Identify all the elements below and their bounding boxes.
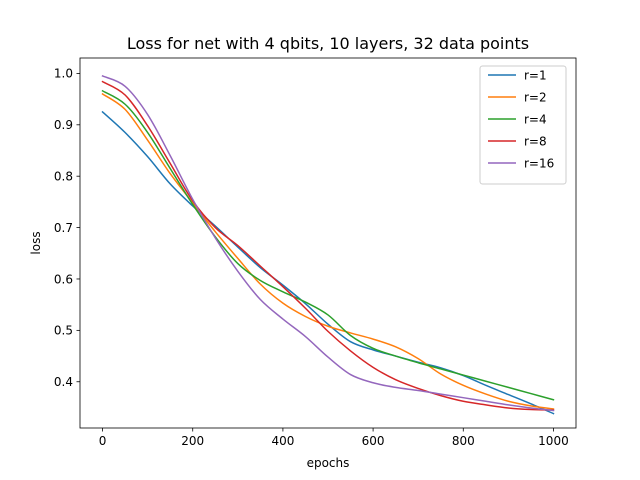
x-tick-label: 1000 bbox=[538, 434, 569, 448]
legend-entry-label: r=4 bbox=[524, 112, 547, 126]
ticks-layer: 0 200 400 600 800 1000 0.4 0.5 0.6 0.7 0.8 0.9 1.0 bbox=[54, 67, 569, 448]
series-layer bbox=[101, 74, 555, 415]
x-tick-label: 400 bbox=[271, 434, 294, 448]
legend-box bbox=[479, 65, 567, 185]
x-axis-label: epochs bbox=[307, 456, 350, 470]
series-line-r-2 bbox=[101, 92, 555, 410]
y-tick-label: 0.9 bbox=[54, 118, 73, 132]
y-tick-label: 0.4 bbox=[54, 375, 73, 389]
x-tick-label: 0 bbox=[99, 434, 107, 448]
legend-entry-label: r=16 bbox=[524, 156, 554, 170]
x-tick-label: 600 bbox=[362, 434, 385, 448]
legend-entry-label: r=1 bbox=[524, 68, 547, 82]
series-line-r-16 bbox=[101, 74, 555, 412]
y-tick-label: 0.5 bbox=[54, 324, 73, 338]
axes-frame bbox=[79, 57, 577, 429]
y-axis-label: loss bbox=[29, 231, 43, 254]
y-tick-label: 1.0 bbox=[54, 67, 73, 81]
legend: r=1 r=2 r=4 r=8 r=16 bbox=[479, 65, 567, 185]
series-line-r-8 bbox=[101, 80, 555, 411]
axes-layer bbox=[79, 57, 577, 429]
y-tick-label: 0.6 bbox=[54, 272, 73, 286]
x-tick-label: 800 bbox=[452, 434, 475, 448]
y-tick-label: 0.8 bbox=[54, 169, 73, 183]
legend-entry-label: r=8 bbox=[524, 134, 547, 148]
series-line-r-1 bbox=[101, 110, 555, 415]
legend-entry-label: r=2 bbox=[524, 90, 547, 104]
x-tick-label: 200 bbox=[181, 434, 204, 448]
y-tick-label: 0.7 bbox=[54, 221, 73, 235]
series-line-r-4 bbox=[101, 89, 555, 401]
chart-title: Loss for net with 4 qbits, 10 layers, 32… bbox=[127, 34, 529, 53]
